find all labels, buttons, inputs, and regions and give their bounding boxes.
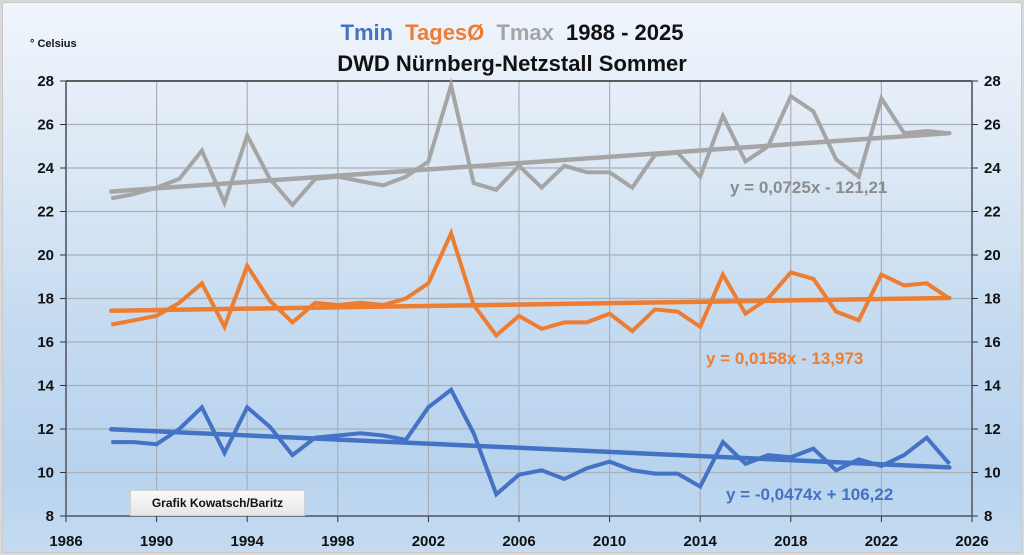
y-tick-label-right: 24 [984, 160, 1001, 177]
y-tick-label-right: 12 [984, 421, 1001, 438]
chart-subtitle: DWD Nürnberg-Netzstall Sommer [337, 51, 687, 76]
x-tick-label: 2014 [684, 533, 718, 550]
y-tick-label-right: 8 [984, 508, 992, 525]
y-axis-left-ticks: 8 10 12 14 16 18 20 22 24 26 28 [37, 73, 66, 525]
y-tick-label: 12 [37, 421, 54, 438]
y-tick-label-right: 18 [984, 291, 1001, 308]
y-tick-label: 28 [37, 73, 54, 90]
trend-line-tages [109, 295, 952, 313]
y-tick-label-right: 16 [984, 334, 1001, 351]
trend-label-tmin: y = -0,0474x + 106,22 [726, 485, 893, 504]
y-tick-label: 16 [37, 334, 54, 351]
x-tick-label: 1990 [140, 533, 173, 550]
y-axis-unit-label: ° Celsius [30, 38, 77, 50]
x-tick-label: 1986 [49, 533, 82, 550]
y-tick-label-right: 22 [984, 204, 1001, 221]
series-lines [110, 77, 951, 498]
y-tick-label-right: 10 [984, 465, 1001, 482]
series-line-tmax [110, 77, 950, 209]
trend-label-tagesmittel: y = 0,0158x - 13,973 [706, 349, 863, 368]
x-axis-ticks: 1986 1990 1994 1998 2002 2006 2010 2014 2018 2022… [49, 516, 989, 550]
y-tick-label: 14 [37, 378, 54, 395]
trend-line-tmin [109, 426, 952, 470]
credit-label: Grafik Kowatsch/Baritz [130, 490, 305, 516]
y-tick-label: 10 [37, 465, 54, 482]
trend-line-tmax [109, 130, 952, 194]
x-tick-label: 2022 [865, 533, 898, 550]
title-part-years: 1988 - 2025 [566, 20, 683, 45]
y-tick-label: 20 [37, 247, 54, 264]
trend-label-tmax: y = 0,0725x - 121,21 [730, 178, 887, 197]
y-tick-label-right: 28 [984, 73, 1001, 90]
y-tick-label-right: 26 [984, 117, 1001, 134]
x-tick-label: 2006 [502, 533, 535, 550]
x-tick-label: 1994 [231, 533, 265, 550]
x-tick-label: 2002 [412, 533, 445, 550]
series-line-tmin [111, 386, 951, 498]
trend-lines [109, 130, 952, 470]
x-tick-label: 2026 [955, 533, 988, 550]
y-tick-label: 26 [37, 117, 54, 134]
x-tick-label: 1998 [321, 533, 354, 550]
y-tick-label: 18 [37, 291, 54, 308]
y-axis-right-ticks: 8 10 12 14 16 18 20 22 24 26 28 [972, 73, 1001, 525]
series-line-tages [110, 227, 951, 339]
y-tick-label: 24 [37, 160, 54, 177]
y-tick-label: 22 [37, 204, 54, 221]
y-tick-label: 8 [46, 508, 54, 525]
title-part-tagesmittel: TagesØ [405, 20, 484, 45]
title-part-tmin: Tmin [341, 20, 394, 45]
title-part-tmax: Tmax [496, 20, 554, 45]
y-tick-label-right: 20 [984, 247, 1001, 264]
y-tick-label-right: 14 [984, 378, 1001, 395]
x-tick-label: 2018 [774, 533, 807, 550]
x-tick-label: 2010 [593, 533, 626, 550]
chart-title: Tmin TagesØ Tmax 1988 - 2025 [341, 20, 684, 45]
